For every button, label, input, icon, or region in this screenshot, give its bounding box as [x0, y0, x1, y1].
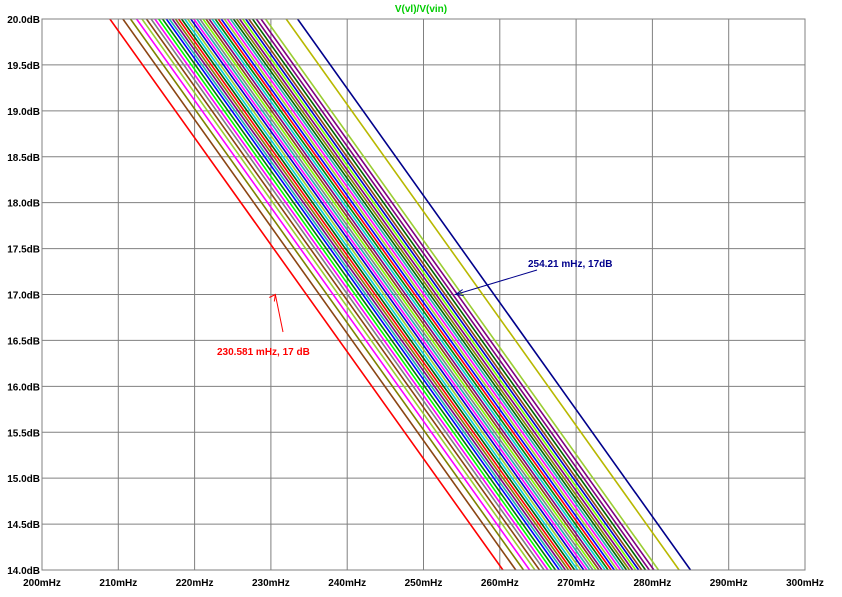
- y-tick-label: 20.0dB: [7, 15, 40, 26]
- series-line-36: [245, 19, 640, 570]
- series-line-31: [229, 19, 625, 570]
- series-line-25: [211, 19, 606, 570]
- annotation-arrow-blue: [455, 269, 538, 295]
- series-line-7: [154, 19, 549, 570]
- x-tick-label: 220mHz: [176, 578, 214, 589]
- series-line-17: [187, 19, 582, 570]
- y-tick-label: 17.5dB: [7, 245, 40, 256]
- x-tick-label: 250mHz: [405, 578, 443, 589]
- series-line-34: [238, 19, 634, 570]
- y-tick-label: 18.0dB: [7, 199, 40, 210]
- series-line-16: [184, 19, 579, 570]
- x-tick-label: 270mHz: [557, 578, 595, 589]
- y-tick-label: 16.0dB: [7, 382, 40, 393]
- series-group: [109, 19, 692, 570]
- annotations: 230.581 mHz, 17 dB 254.21 mHz, 17dB: [217, 259, 613, 358]
- series-line-5: [145, 19, 541, 570]
- series-line-26: [214, 19, 609, 570]
- series-line-10: [165, 19, 560, 570]
- series-line-1: [122, 19, 517, 570]
- series-line-18: [190, 19, 585, 570]
- series-line-11: [168, 19, 564, 570]
- series-line-42: [285, 19, 680, 570]
- plot-border: [41, 18, 806, 571]
- y-tick-label: 17.0dB: [7, 291, 40, 302]
- annotation-label-red: 230.581 mHz, 17 dB: [217, 347, 310, 358]
- y-tick-label: 15.5dB: [7, 428, 40, 439]
- chart-title: V(vl)/V(vin): [395, 4, 447, 15]
- y-tick-label: 16.5dB: [7, 336, 40, 347]
- x-tick-label: 200mHz: [23, 578, 61, 589]
- series-line-32: [232, 19, 628, 570]
- series-line-19: [193, 19, 588, 570]
- series-line-9: [161, 19, 557, 570]
- y-axis: 20.0dB 19.5dB 19.0dB 18.5dB 18.0dB 17.5dB 17.0…: [7, 15, 40, 577]
- series-line-27: [217, 19, 612, 570]
- y-tick-label: 15.0dB: [7, 474, 40, 485]
- x-tick-label: 230mHz: [252, 578, 290, 589]
- series-line-21: [199, 19, 594, 570]
- series-line-30: [226, 19, 622, 570]
- y-tick-label: 14.0dB: [7, 566, 40, 577]
- x-tick-label: 210mHz: [99, 578, 137, 589]
- x-tick-label: 260mHz: [481, 578, 519, 589]
- annotation-label-blue: 254.21 mHz, 17dB: [528, 259, 613, 270]
- series-line-2: [129, 19, 525, 570]
- y-tick-label: 19.0dB: [7, 107, 40, 118]
- series-line-35: [242, 19, 637, 570]
- series-line-28: [220, 19, 615, 570]
- series-line-38: [251, 19, 647, 570]
- y-tick-label: 19.5dB: [7, 61, 40, 72]
- series-line-15: [180, 19, 576, 570]
- y-tick-label: 14.5dB: [7, 520, 40, 531]
- series-line-41: [264, 19, 660, 570]
- annotation-arrowhead-blue: [454, 289, 464, 296]
- series-line-20: [196, 19, 591, 570]
- series-line-8: [158, 19, 553, 570]
- series-line-33: [235, 19, 631, 570]
- series-line-13: [174, 19, 570, 570]
- series-line-43: [296, 19, 692, 570]
- plot-frame: [41, 18, 806, 571]
- y-tick-label: 18.5dB: [7, 153, 40, 164]
- x-axis: 200mHz 210mHz 220mHz 230mHz 240mHz 250mHz 260m…: [23, 578, 824, 589]
- series-line-23: [205, 19, 600, 570]
- annotation-arrow-red: [274, 294, 284, 333]
- x-tick-label: 290mHz: [710, 578, 748, 589]
- x-tick-label: 300mHz: [786, 578, 824, 589]
- series-line-14: [177, 19, 573, 570]
- series-line-12: [171, 19, 567, 570]
- series-line-37: [248, 19, 643, 570]
- series-line-22: [202, 19, 597, 570]
- series-line-39: [255, 19, 650, 570]
- series-line-6: [150, 19, 545, 570]
- x-tick-label: 240mHz: [328, 578, 366, 589]
- annotation-arrowhead-red: [269, 293, 276, 302]
- series-line-0: [109, 19, 504, 570]
- series-line-29: [223, 19, 618, 570]
- series-line-24: [208, 19, 603, 570]
- series-line-3: [135, 19, 531, 570]
- x-tick-label: 280mHz: [633, 578, 671, 589]
- series-line-4: [141, 19, 536, 570]
